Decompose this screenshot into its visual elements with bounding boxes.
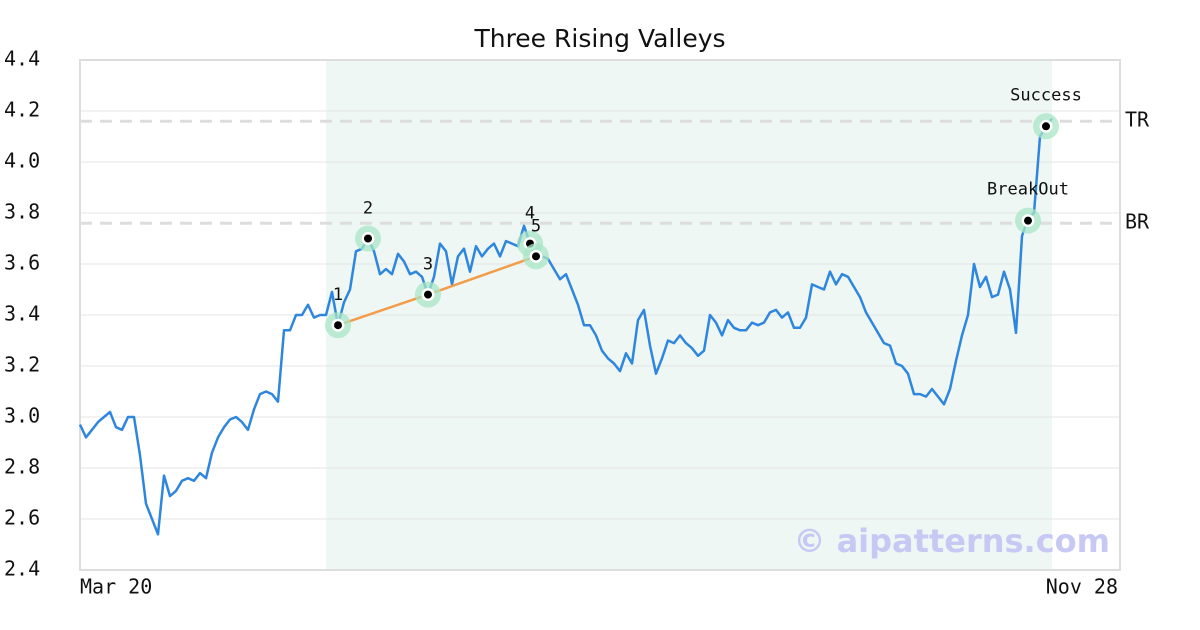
chart-title: Three Rising Valleys — [473, 24, 725, 53]
point-label: Success — [1010, 85, 1082, 105]
point-label: BreakOut — [987, 180, 1069, 200]
point-marker — [424, 290, 432, 299]
point-label: 5 — [531, 216, 541, 236]
y-tick-label: 2.8 — [4, 455, 40, 479]
y-tick-label: 3.6 — [4, 251, 40, 275]
point-label: 1 — [333, 285, 343, 305]
y-tick-label: 4.0 — [4, 149, 40, 173]
y-tick-label: 3.0 — [4, 404, 40, 428]
y-tick-label: 3.2 — [4, 353, 40, 377]
point-marker — [1024, 216, 1032, 225]
point-marker — [364, 234, 372, 243]
point-marker — [334, 321, 342, 330]
point-label: 3 — [423, 255, 433, 275]
plot-frame — [79, 59, 1121, 571]
level-label: TR — [1125, 108, 1150, 132]
y-tick-label: 3.8 — [4, 200, 40, 224]
point-label: 4 — [525, 204, 535, 224]
point-marker — [532, 252, 540, 261]
x-tick-label: Mar 20 — [80, 575, 152, 599]
point-marker — [1042, 122, 1050, 131]
level-label: BR — [1125, 210, 1150, 234]
point-label: 2 — [363, 199, 373, 219]
y-tick-label: 4.2 — [4, 98, 40, 122]
y-tick-label: 4.4 — [4, 47, 40, 71]
watermark: © aipatterns.com — [793, 522, 1110, 560]
y-tick-label: 2.6 — [4, 506, 40, 530]
y-tick-label: 3.4 — [4, 302, 40, 326]
y-tick-label: 2.4 — [4, 557, 40, 581]
x-tick-label: Nov 28 — [1046, 575, 1118, 599]
price-line — [78, 117, 1053, 536]
